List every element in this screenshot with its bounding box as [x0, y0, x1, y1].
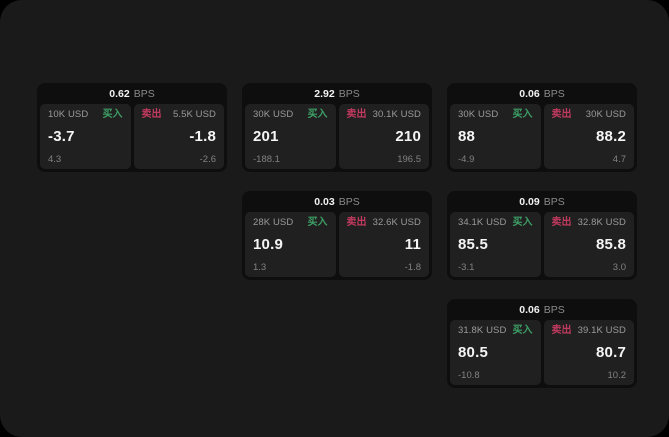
sell-panel[interactable]: 卖出 30.1K USD 210 196.5: [338, 104, 429, 169]
buy-side-label: 买入: [512, 217, 533, 228]
sell-amount: 30.1K USD: [372, 109, 421, 121]
sell-side-label: 卖出: [141, 109, 162, 120]
card-header: 0.09 BPS: [450, 191, 634, 212]
sell-sub-value: 4.7: [612, 153, 626, 165]
sell-sub-value: 10.2: [607, 369, 627, 381]
quote-card-2: 2.92 BPS 30K USD 买入 201 -188.1 卖出 30.1K …: [242, 83, 432, 172]
bps-unit-label: BPS: [543, 303, 565, 316]
sell-side-label: 卖出: [551, 217, 572, 228]
card-header: 2.92 BPS: [245, 83, 429, 104]
quote-card-3: 0.06 BPS 30K USD 买入 88 -4.9 卖出 30K USD: [447, 83, 637, 172]
quote-card-5: 0.09 BPS 34.1K USD 买入 85.5 -3.1 卖出 32.8K…: [447, 191, 637, 280]
bps-unit-label: BPS: [133, 87, 155, 100]
buy-side-label: 买入: [512, 325, 533, 336]
bps-unit-label: BPS: [543, 87, 565, 100]
buy-side-label: 买入: [307, 217, 328, 228]
card-header: 0.62 BPS: [40, 83, 224, 104]
sell-sub-value: 196.5: [397, 153, 421, 165]
sell-sub-value: -1.8: [404, 261, 421, 273]
quote-card-4: 0.03 BPS 28K USD 买入 10.9 1.3 卖出 32.6K US…: [242, 191, 432, 280]
buy-price: 201: [253, 128, 279, 145]
bps-unit-label: BPS: [543, 195, 565, 208]
buy-price: 10.9: [253, 236, 283, 253]
sell-price: 210: [395, 128, 421, 145]
buy-sell-panels: 28K USD 买入 10.9 1.3 卖出 32.6K USD 11 -1.8: [245, 212, 429, 277]
buy-price: 85.5: [458, 236, 488, 253]
quote-card-1: 0.62 BPS 10K USD 买入 -3.7 4.3 卖出 5.5K USD: [37, 83, 227, 172]
buy-amount: 30K USD: [458, 109, 499, 121]
bps-value: 0.03: [314, 195, 335, 208]
buy-sub-value: 4.3: [48, 153, 62, 165]
sell-panel[interactable]: 卖出 32.6K USD 11 -1.8: [338, 212, 429, 277]
sell-price: -1.8: [189, 128, 216, 145]
buy-sub-value: -4.9: [458, 153, 475, 165]
buy-amount: 10K USD: [48, 109, 89, 121]
buy-sell-panels: 30K USD 买入 88 -4.9 卖出 30K USD 88.2 4.7: [450, 104, 634, 169]
buy-side-label: 买入: [102, 109, 123, 120]
buy-sell-panels: 10K USD 买入 -3.7 4.3 卖出 5.5K USD -1.8 -2.…: [40, 104, 224, 169]
sell-amount: 30K USD: [585, 109, 626, 121]
sell-amount: 5.5K USD: [172, 109, 216, 121]
sell-side-label: 卖出: [551, 325, 572, 336]
buy-panel[interactable]: 34.1K USD 买入 85.5 -3.1: [450, 212, 541, 277]
bps-value: 2.92: [314, 87, 335, 100]
buy-sub-value: -10.8: [458, 369, 480, 381]
card-header: 0.03 BPS: [245, 191, 429, 212]
sell-amount: 32.8K USD: [577, 217, 626, 229]
sell-panel[interactable]: 卖出 30K USD 88.2 4.7: [543, 104, 634, 169]
buy-sell-panels: 34.1K USD 买入 85.5 -3.1 卖出 32.8K USD 85.8…: [450, 212, 634, 277]
sell-sub-value: -2.6: [199, 153, 216, 165]
sell-amount: 39.1K USD: [577, 325, 626, 337]
buy-amount: 28K USD: [253, 217, 294, 229]
sell-price: 88.2: [596, 128, 626, 145]
buy-side-label: 买入: [512, 109, 533, 120]
sell-sub-value: 3.0: [612, 261, 626, 273]
sell-side-label: 卖出: [551, 109, 572, 120]
buy-amount: 34.1K USD: [458, 217, 507, 229]
buy-price: 88: [458, 128, 476, 145]
sell-side-label: 卖出: [346, 217, 367, 228]
buy-panel[interactable]: 30K USD 买入 201 -188.1: [245, 104, 336, 169]
sell-price: 11: [404, 236, 421, 253]
buy-amount: 30K USD: [253, 109, 294, 121]
bps-value: 0.62: [109, 87, 130, 100]
bps-unit-label: BPS: [338, 195, 360, 208]
bps-value: 0.06: [519, 87, 540, 100]
sell-price: 85.8: [596, 236, 626, 253]
buy-price: -3.7: [48, 128, 75, 145]
bps-value: 0.09: [519, 195, 540, 208]
card-header: 0.06 BPS: [450, 299, 634, 320]
buy-sell-panels: 30K USD 买入 201 -188.1 卖出 30.1K USD 210 1…: [245, 104, 429, 169]
quote-cards-grid: 0.62 BPS 10K USD 买入 -3.7 4.3 卖出 5.5K USD: [37, 83, 637, 388]
sell-panel[interactable]: 卖出 39.1K USD 80.7 10.2: [543, 320, 634, 385]
sell-side-label: 卖出: [346, 109, 367, 120]
buy-panel[interactable]: 10K USD 买入 -3.7 4.3: [40, 104, 131, 169]
buy-panel[interactable]: 28K USD 买入 10.9 1.3: [245, 212, 336, 277]
buy-panel[interactable]: 31.8K USD 买入 80.5 -10.8: [450, 320, 541, 385]
quote-card-6: 0.06 BPS 31.8K USD 买入 80.5 -10.8 卖出 39.1…: [447, 299, 637, 388]
buy-sub-value: -3.1: [458, 261, 475, 273]
buy-price: 80.5: [458, 344, 488, 361]
sell-panel[interactable]: 卖出 32.8K USD 85.8 3.0: [543, 212, 634, 277]
bps-value: 0.06: [519, 303, 540, 316]
bps-unit-label: BPS: [338, 87, 360, 100]
sell-price: 80.7: [596, 344, 626, 361]
buy-side-label: 买入: [307, 109, 328, 120]
buy-sub-value: -188.1: [253, 153, 280, 165]
buy-sub-value: 1.3: [253, 261, 267, 273]
buy-amount: 31.8K USD: [458, 325, 507, 337]
sell-amount: 32.6K USD: [372, 217, 421, 229]
buy-sell-panels: 31.8K USD 买入 80.5 -10.8 卖出 39.1K USD 80.…: [450, 320, 634, 385]
buy-panel[interactable]: 30K USD 买入 88 -4.9: [450, 104, 541, 169]
sell-panel[interactable]: 卖出 5.5K USD -1.8 -2.6: [133, 104, 224, 169]
card-header: 0.06 BPS: [450, 83, 634, 104]
